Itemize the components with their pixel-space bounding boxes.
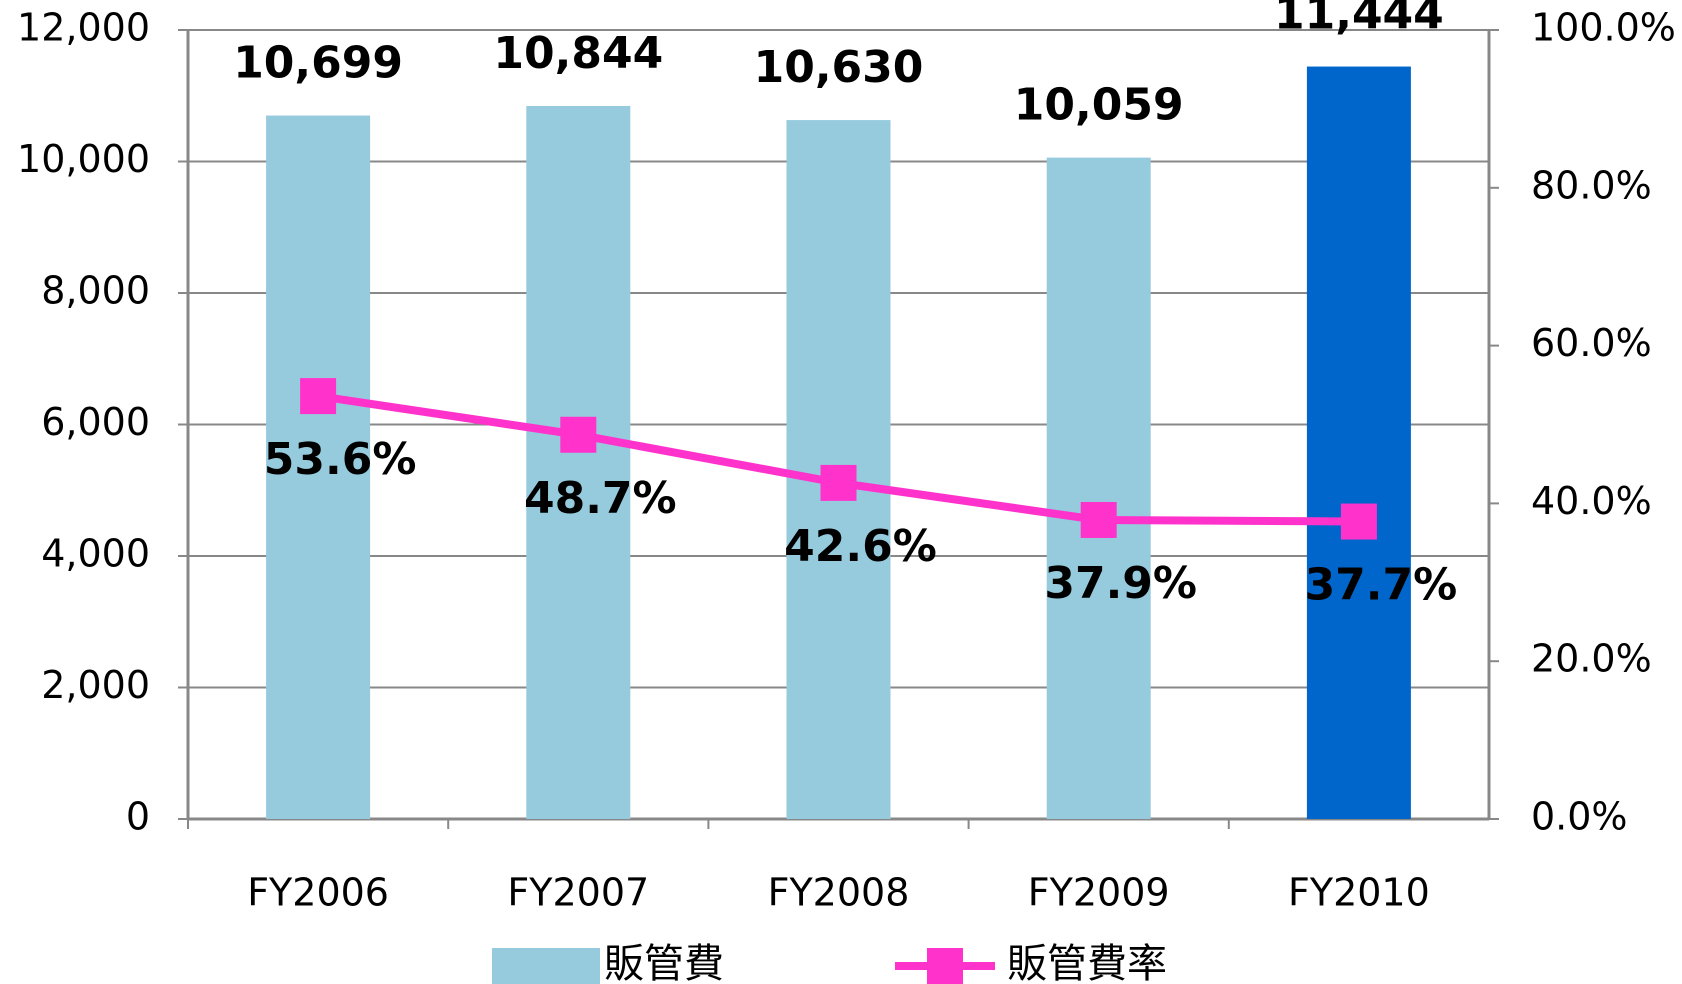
line-marker <box>1340 503 1377 540</box>
bar <box>1046 157 1151 820</box>
line-value-label: 42.6% <box>784 521 937 572</box>
legend-label: 販管費率 <box>1007 941 1167 984</box>
line-value-label: 48.7% <box>524 473 677 524</box>
y-tick-label: 10,000 <box>17 137 150 181</box>
line-value-label: 37.9% <box>1044 558 1197 609</box>
y-tick-label: 8,000 <box>41 269 150 313</box>
y2-tick-label: 80.0% <box>1531 163 1652 207</box>
y2-tick-label: 0.0% <box>1531 795 1628 839</box>
y-tick-label: 0 <box>126 795 150 839</box>
line-marker <box>300 378 337 415</box>
bar-value-label: 10,059 <box>1014 80 1184 131</box>
bar <box>266 115 371 819</box>
legend-label: 販管費 <box>604 941 724 984</box>
line-value-label: 37.7% <box>1305 560 1458 611</box>
bar <box>526 106 631 819</box>
y-tick-label: 6,000 <box>41 400 150 444</box>
bar-value-label: 10,844 <box>493 28 663 79</box>
line-value-label: 53.6% <box>264 434 417 485</box>
y-tick-label: 2,000 <box>41 663 150 707</box>
bar-value-label: 10,630 <box>754 42 924 93</box>
x-tick-label: FY2007 <box>507 871 649 915</box>
y-tick-label: 4,000 <box>41 532 150 576</box>
legend-swatch <box>927 948 963 984</box>
x-tick-label: FY2006 <box>247 871 389 915</box>
x-tick-label: FY2010 <box>1288 871 1430 915</box>
y-tick-label: 12,000 <box>17 6 150 50</box>
y2-tick-label: 60.0% <box>1531 321 1652 365</box>
x-tick-label: FY2009 <box>1028 871 1170 915</box>
bar-value-label: 11,444 <box>1274 0 1444 40</box>
bar <box>1306 66 1411 819</box>
bar-value-label: 10,699 <box>233 38 403 89</box>
line-marker <box>1080 501 1117 538</box>
y2-tick-label: 40.0% <box>1531 479 1652 523</box>
line-marker <box>820 464 857 501</box>
y2-tick-label: 100.0% <box>1531 6 1676 50</box>
legend-swatch <box>492 948 600 984</box>
line-marker <box>560 416 597 453</box>
y2-tick-label: 20.0% <box>1531 637 1652 681</box>
x-tick-label: FY2008 <box>768 871 910 915</box>
